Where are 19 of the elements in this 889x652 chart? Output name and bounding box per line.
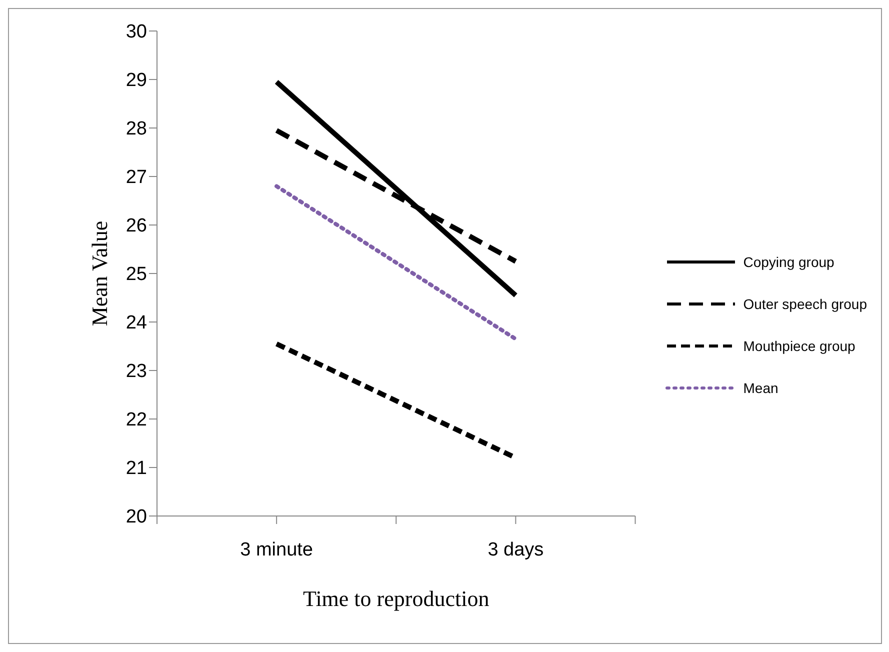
legend-label: Mean [743, 380, 778, 396]
legend-label: Mouthpiece group [743, 338, 856, 354]
y-tick-label: 26 [126, 216, 147, 237]
x-tick-label: 3 days [488, 539, 544, 560]
y-tick-label: 27 [126, 167, 147, 188]
y-tick-label: 30 [126, 22, 147, 43]
y-tick-label: 23 [126, 361, 147, 382]
legend-label: Copying group [743, 254, 834, 270]
legend-label: Outer speech group [743, 296, 867, 312]
y-tick-label: 22 [126, 410, 147, 431]
y-tick-label: 25 [126, 264, 147, 286]
y-tick-label: 29 [126, 70, 147, 92]
y-tick-label: 20 [126, 506, 147, 528]
y-tick-label: 21 [126, 458, 147, 480]
y-tick-label: 24 [126, 312, 148, 334]
x-tick-label: 3 minute [240, 539, 313, 560]
y-axis-title: Mean Value [86, 220, 112, 326]
x-axis-title: Time to reproduction [303, 586, 490, 611]
y-tick-label: 28 [126, 118, 147, 140]
